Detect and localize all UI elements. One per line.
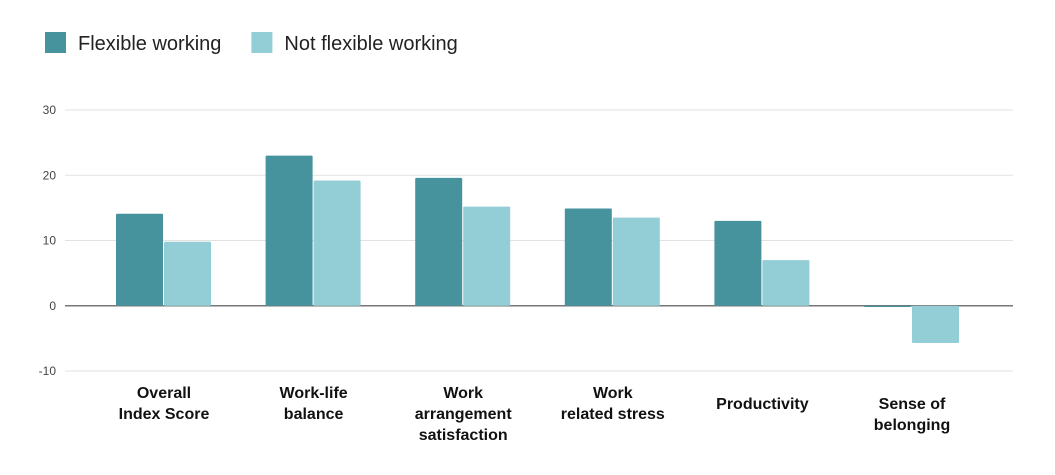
category-label: related stress xyxy=(561,406,665,423)
y-tick-label: -10 xyxy=(39,364,57,378)
bar-not-flexible[interactable] xyxy=(762,260,810,306)
y-tick-label: 20 xyxy=(43,168,57,182)
category-label: Productivity xyxy=(716,396,809,413)
y-tick-label: 30 xyxy=(43,103,57,117)
bar-flexible[interactable] xyxy=(265,155,313,306)
legend-swatch xyxy=(251,32,273,53)
category-label: Work-life xyxy=(280,385,348,402)
category-label: balance xyxy=(284,406,344,423)
legend-swatch xyxy=(45,32,66,53)
bar-flexible[interactable] xyxy=(714,220,762,306)
bar-not-flexible[interactable] xyxy=(164,241,211,306)
bar-not-flexible[interactable] xyxy=(313,180,361,306)
category-label: Overall xyxy=(137,385,191,402)
category-label: belonging xyxy=(874,417,950,434)
bar-not-flexible[interactable] xyxy=(612,217,660,306)
bar-not-flexible[interactable] xyxy=(463,206,511,306)
bar-flexible[interactable] xyxy=(415,177,463,306)
category-label: Work xyxy=(593,385,633,402)
y-tick-label: 0 xyxy=(49,299,56,313)
legend-label[interactable]: Not flexible working xyxy=(284,33,457,55)
legend-label[interactable]: Flexible working xyxy=(78,33,221,55)
bar-flexible[interactable] xyxy=(116,213,163,306)
y-tick-label: 10 xyxy=(43,234,57,248)
bar-flexible[interactable] xyxy=(564,208,612,306)
category-label: arrangement xyxy=(415,406,513,423)
category-label: Work xyxy=(443,385,483,402)
category-label: Sense of xyxy=(879,396,946,413)
bar-not-flexible[interactable] xyxy=(912,305,959,343)
category-label: Index Score xyxy=(119,406,210,423)
category-label: satisfaction xyxy=(419,427,508,444)
bar-flexible[interactable] xyxy=(864,305,911,308)
